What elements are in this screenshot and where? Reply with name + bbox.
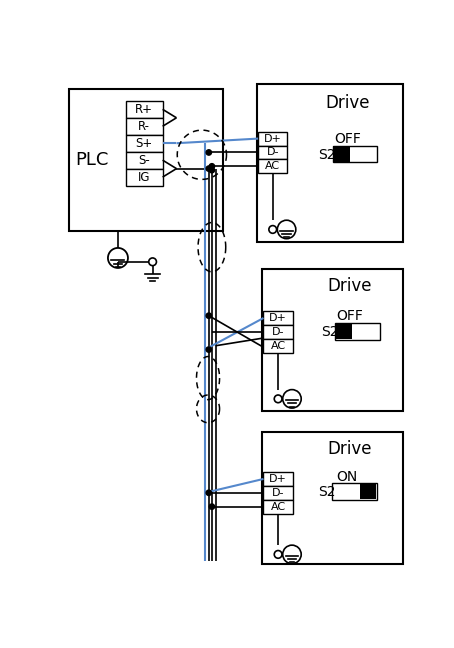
FancyBboxPatch shape — [126, 168, 163, 185]
Circle shape — [206, 166, 212, 171]
Text: S+: S+ — [135, 137, 153, 150]
FancyBboxPatch shape — [126, 135, 163, 152]
FancyBboxPatch shape — [333, 146, 350, 162]
Text: OFF: OFF — [336, 310, 363, 323]
Text: PLC: PLC — [75, 151, 109, 168]
Text: S2: S2 — [318, 148, 336, 162]
FancyBboxPatch shape — [333, 146, 377, 163]
FancyBboxPatch shape — [360, 483, 376, 499]
Text: D+: D+ — [269, 313, 287, 323]
Text: Drive: Drive — [327, 277, 371, 295]
Circle shape — [206, 313, 212, 318]
FancyBboxPatch shape — [336, 323, 352, 339]
FancyBboxPatch shape — [263, 311, 293, 325]
FancyBboxPatch shape — [335, 323, 380, 340]
Text: AC: AC — [271, 341, 286, 351]
Text: S2: S2 — [321, 325, 339, 339]
Text: AC: AC — [265, 161, 280, 171]
FancyBboxPatch shape — [69, 89, 222, 231]
Circle shape — [209, 167, 215, 173]
FancyBboxPatch shape — [257, 84, 403, 242]
Text: ON: ON — [336, 470, 357, 483]
FancyBboxPatch shape — [263, 325, 293, 339]
Circle shape — [206, 347, 212, 353]
FancyBboxPatch shape — [263, 486, 293, 500]
Text: S-: S- — [138, 154, 150, 167]
Circle shape — [209, 504, 215, 509]
Text: Drive: Drive — [325, 94, 370, 112]
FancyBboxPatch shape — [126, 118, 163, 135]
FancyBboxPatch shape — [262, 269, 403, 411]
FancyBboxPatch shape — [263, 500, 293, 514]
Text: S2: S2 — [318, 485, 336, 499]
Text: AC: AC — [271, 502, 286, 512]
FancyBboxPatch shape — [262, 432, 403, 564]
FancyBboxPatch shape — [258, 132, 287, 146]
Text: D-: D- — [272, 488, 284, 498]
Text: D+: D+ — [269, 474, 287, 484]
Text: R-: R- — [138, 120, 150, 133]
Text: D-: D- — [272, 327, 284, 337]
Text: D-: D- — [266, 148, 279, 157]
FancyBboxPatch shape — [258, 146, 287, 159]
Text: OFF: OFF — [334, 132, 360, 146]
Text: D+: D+ — [264, 133, 281, 144]
Text: IG: IG — [138, 170, 150, 183]
Circle shape — [206, 490, 212, 496]
FancyBboxPatch shape — [126, 152, 163, 168]
Text: R+: R+ — [135, 103, 153, 116]
FancyBboxPatch shape — [332, 483, 377, 500]
FancyBboxPatch shape — [263, 472, 293, 486]
FancyBboxPatch shape — [258, 159, 287, 173]
FancyBboxPatch shape — [263, 339, 293, 353]
Circle shape — [209, 163, 215, 169]
Text: Drive: Drive — [327, 440, 371, 458]
FancyBboxPatch shape — [126, 101, 163, 118]
Circle shape — [206, 150, 212, 155]
